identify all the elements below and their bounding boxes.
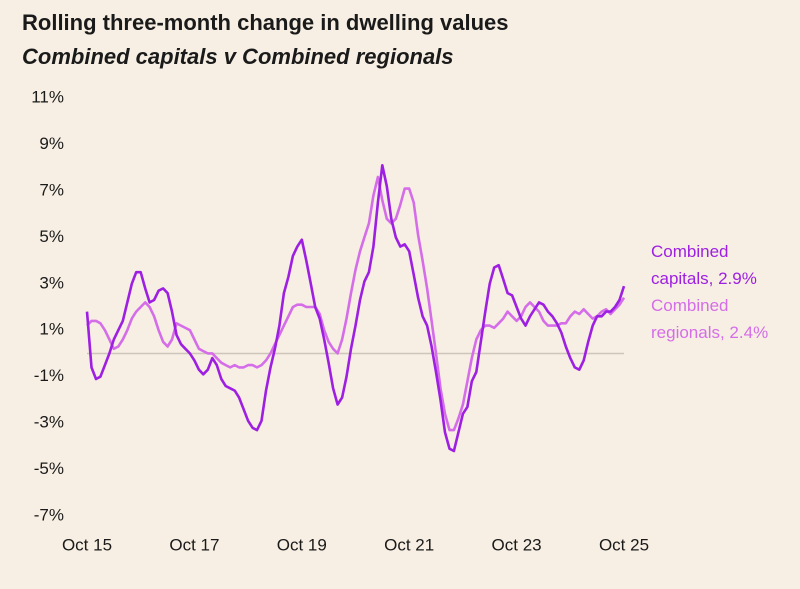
y-tick-label: 9%: [39, 134, 64, 153]
y-tick-label: -3%: [34, 413, 64, 432]
y-tick-label: -7%: [34, 505, 64, 524]
y-tick-label: 7%: [39, 180, 64, 199]
x-tick-label: Oct 17: [169, 535, 219, 554]
x-tick-label: Oct 15: [62, 535, 112, 554]
x-tick-label: Oct 23: [492, 535, 542, 554]
chart-subtitle: Combined capitals v Combined regionals: [22, 44, 454, 69]
x-tick-label: Oct 25: [599, 535, 649, 554]
y-tick-label: 1%: [39, 320, 64, 339]
y-tick-label: -1%: [34, 366, 64, 385]
chart-title: Rolling three-month change in dwelling v…: [22, 10, 509, 35]
x-tick-label: Oct 21: [384, 535, 434, 554]
series-line: [85, 164, 626, 453]
series-label: Combined capitals, 2.9%: [651, 242, 757, 288]
series-label: Combined regionals, 2.4%: [651, 296, 769, 342]
y-tick-label: 5%: [39, 227, 64, 246]
y-tick-label: 11%: [31, 87, 64, 106]
x-tick-label: Oct 19: [277, 535, 327, 554]
y-tick-label: -5%: [34, 459, 64, 478]
y-tick-label: 3%: [39, 273, 64, 292]
